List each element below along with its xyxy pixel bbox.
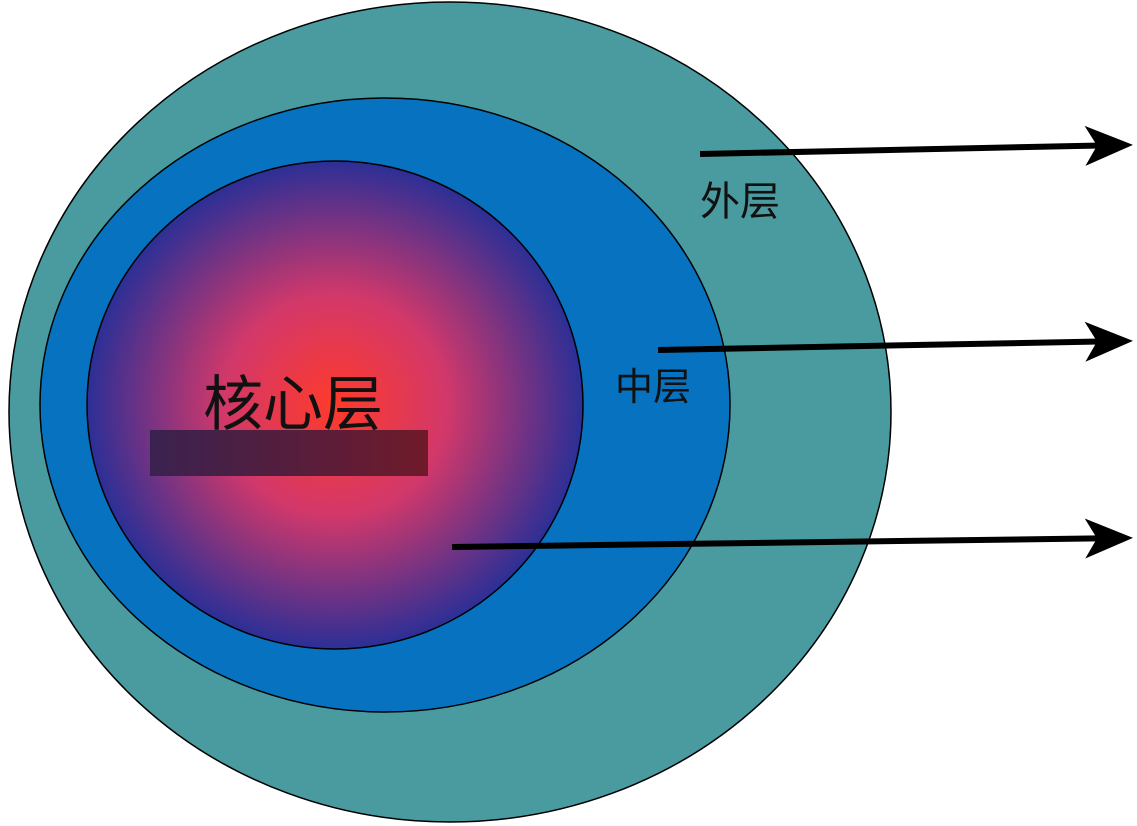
core-layer-circle (86, 160, 584, 650)
outer-layer-label: 外层 (700, 179, 780, 225)
core-layer-label: 核心层 (203, 370, 383, 440)
outer-layer-arrow (699, 125, 1133, 166)
middle-layer-label: 中层 (615, 365, 691, 409)
middle-layer-arrow (657, 321, 1133, 362)
core-layer-arrow (451, 518, 1133, 559)
core-label-bar (150, 430, 428, 476)
